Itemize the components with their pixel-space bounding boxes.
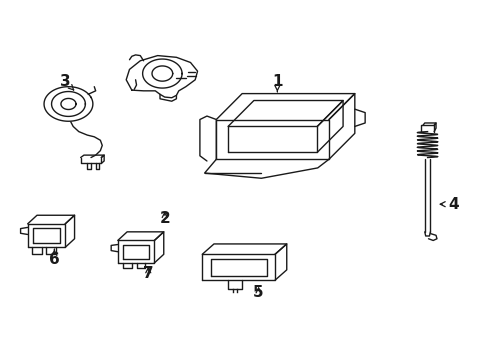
Text: 7: 7 xyxy=(142,266,153,281)
Text: 3: 3 xyxy=(60,74,74,90)
Text: 5: 5 xyxy=(253,285,264,300)
Text: 1: 1 xyxy=(271,74,282,92)
Text: 6: 6 xyxy=(49,249,60,267)
Text: 4: 4 xyxy=(439,197,458,212)
Text: 2: 2 xyxy=(159,211,170,225)
